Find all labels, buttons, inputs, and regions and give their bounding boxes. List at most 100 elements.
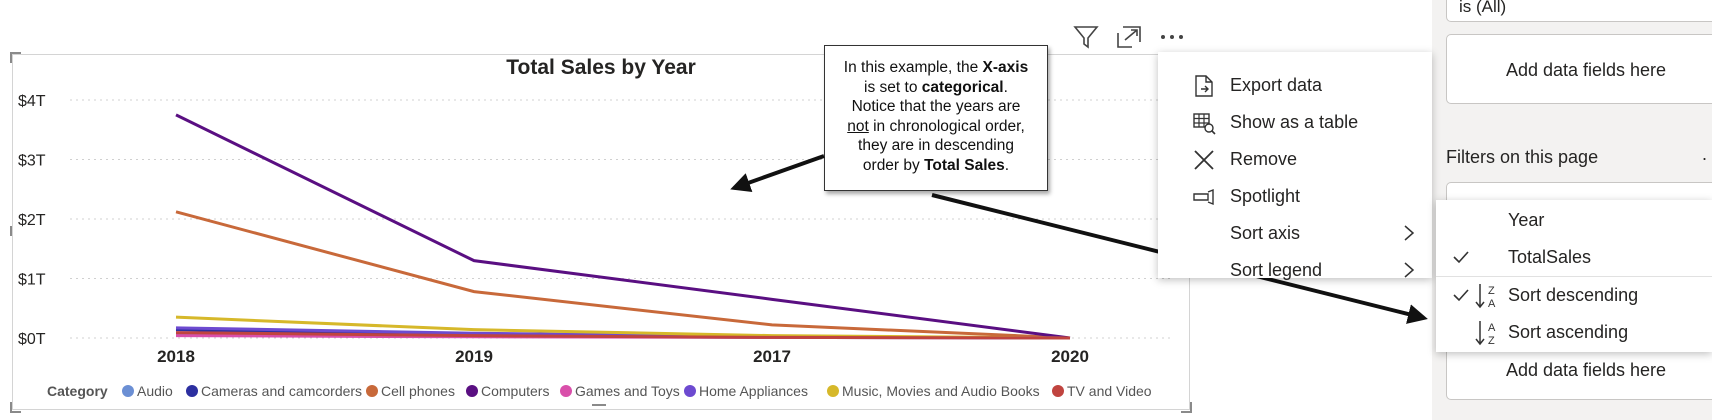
context-menu: Export data Show as a table Remove Spotl… bbox=[1158, 52, 1432, 280]
sort-axis-submenu: Year TotalSales Z A Sort descending A Z … bbox=[1436, 200, 1712, 352]
sort-option-label: Sort ascending bbox=[1508, 322, 1629, 342]
more-options-icon[interactable] bbox=[1158, 24, 1186, 50]
x-tick-label: 2017 bbox=[753, 347, 791, 366]
callout-text: Notice that the years are bbox=[851, 98, 1021, 115]
legend-entry[interactable]: Audio bbox=[137, 383, 173, 399]
callout-text: . bbox=[1004, 156, 1010, 174]
series-line[interactable] bbox=[175, 113, 1071, 340]
y-tick-label: $4T bbox=[18, 93, 46, 110]
legend-title: Category bbox=[47, 383, 108, 399]
table-icon bbox=[1193, 113, 1216, 135]
x-tick-label: 2019 bbox=[455, 347, 493, 366]
menu-item-label: Sort legend bbox=[1230, 260, 1323, 280]
chevron-right-icon bbox=[1404, 262, 1415, 278]
y-tick-label: $3T bbox=[18, 153, 46, 170]
menu-item-label: Sort axis bbox=[1230, 223, 1301, 243]
sort-option-year[interactable]: Year bbox=[1436, 202, 1712, 239]
callout-underlined-text: not bbox=[847, 117, 869, 135]
menu-item-label: Remove bbox=[1230, 149, 1298, 169]
legend-marker[interactable] bbox=[1052, 385, 1064, 397]
menu-separator bbox=[1436, 276, 1712, 277]
menu-item-export-data[interactable]: Export data bbox=[1158, 67, 1432, 104]
x-tick-label: 2020 bbox=[1051, 347, 1089, 366]
sort-option-descending[interactable]: Z A Sort descending bbox=[1436, 277, 1712, 314]
legend: Category Audio Cameras and camcorders Cell … bbox=[47, 383, 1152, 399]
menu-item-show-as-table[interactable]: Show as a table bbox=[1158, 104, 1432, 141]
callout-text: order by bbox=[862, 156, 925, 174]
x-tick-label: 2018 bbox=[157, 347, 195, 366]
callout-text: . bbox=[1003, 78, 1008, 96]
series-lines bbox=[175, 113, 1071, 340]
legend-marker[interactable] bbox=[186, 385, 198, 397]
menu-item-label: Show as a table bbox=[1230, 112, 1359, 132]
menu-item-spotlight[interactable]: Spotlight bbox=[1158, 178, 1432, 215]
resize-handle-top-left[interactable] bbox=[10, 52, 21, 63]
arrow-to-chart bbox=[730, 154, 825, 193]
spotlight-icon bbox=[1193, 188, 1214, 206]
sort-option-label: Sort descending bbox=[1508, 285, 1639, 305]
callout-text: In this example, the bbox=[843, 59, 983, 76]
callout-text: in chronological order, bbox=[868, 117, 1025, 135]
legend-entry[interactable]: Games and Toys bbox=[575, 383, 680, 399]
legend-marker[interactable] bbox=[122, 385, 134, 397]
resize-handle-bottom-left[interactable] bbox=[10, 402, 21, 413]
legend-entry[interactable]: Music, Movies and Audio Books bbox=[842, 383, 1040, 399]
menu-item-remove[interactable]: Remove bbox=[1158, 141, 1432, 178]
checkmark-icon bbox=[1453, 289, 1469, 302]
legend-marker[interactable] bbox=[560, 385, 572, 397]
sort-ascending-icon: A Z bbox=[1475, 321, 1496, 347]
y-tick-label: $1T bbox=[18, 272, 46, 289]
export-icon bbox=[1195, 75, 1213, 97]
add-fields-label: Add data fields here bbox=[1505, 60, 1667, 80]
legend-entry[interactable]: TV and Video bbox=[1067, 383, 1152, 399]
legend-marker[interactable] bbox=[827, 385, 839, 397]
add-fields-drop-zone[interactable]: Add data fields here bbox=[1446, 34, 1712, 104]
filters-on-page-title: Filters on this page bbox=[1446, 147, 1599, 167]
sort-option-totalsales[interactable]: TotalSales bbox=[1436, 239, 1712, 276]
add-fields-label: Add data fields here bbox=[1505, 360, 1667, 380]
callout-bold-text: X-axis bbox=[982, 59, 1029, 76]
callout-bold-text: Total Sales bbox=[924, 156, 1005, 174]
y-tick-label: $2T bbox=[18, 212, 46, 229]
callout-text: they are in descending bbox=[858, 137, 1014, 154]
close-icon bbox=[1194, 150, 1214, 170]
menu-item-label: Spotlight bbox=[1230, 186, 1301, 206]
legend-entry[interactable]: Cell phones bbox=[381, 383, 455, 399]
chart-title: Total Sales by Year bbox=[506, 56, 696, 79]
sort-option-ascending[interactable]: A Z Sort ascending bbox=[1436, 314, 1712, 351]
callout-bold-text: categorical bbox=[921, 78, 1004, 96]
resize-handle-bottom[interactable] bbox=[592, 404, 606, 406]
legend-entry[interactable]: Computers bbox=[481, 383, 549, 399]
x-axis-ticks: 2018 2019 2017 2020 bbox=[157, 347, 1089, 366]
legend-entry[interactable]: Home Appliances bbox=[699, 383, 808, 399]
annotation-callout: In this example, the X-axis is set to ca… bbox=[824, 45, 1048, 191]
filter-icon[interactable] bbox=[1072, 24, 1100, 50]
resize-handle-left[interactable] bbox=[10, 226, 12, 236]
y-tick-label: $0T bbox=[18, 331, 46, 348]
sort-glyph-bottom: A bbox=[1488, 298, 1496, 310]
legend-marker[interactable] bbox=[684, 385, 696, 397]
series-line[interactable] bbox=[175, 210, 1071, 340]
filter-value: is (All) bbox=[1459, 0, 1507, 16]
checkmark-icon bbox=[1453, 251, 1469, 264]
more-options-dot[interactable]: . bbox=[1702, 144, 1708, 164]
sort-glyph-bottom: Z bbox=[1488, 335, 1495, 347]
menu-item-sort-legend[interactable]: Sort legend bbox=[1158, 252, 1432, 289]
sort-glyph-top: A bbox=[1488, 322, 1496, 334]
callout-text: is set to bbox=[864, 78, 922, 96]
sort-option-label: TotalSales bbox=[1508, 247, 1592, 267]
sort-option-label: Year bbox=[1508, 210, 1545, 230]
resize-handle-bottom-right[interactable] bbox=[1181, 402, 1192, 413]
focus-mode-icon[interactable] bbox=[1115, 24, 1143, 50]
menu-item-label: Export data bbox=[1230, 75, 1323, 95]
filter-card[interactable]: is (All) bbox=[1446, 0, 1712, 22]
menu-item-sort-axis[interactable]: Sort axis bbox=[1158, 215, 1432, 252]
legend-entry[interactable]: Cameras and camcorders bbox=[201, 383, 362, 399]
legend-marker[interactable] bbox=[366, 385, 378, 397]
y-axis-ticks: $0T $1T $2T $3T $4T bbox=[18, 93, 46, 348]
chevron-right-icon bbox=[1404, 225, 1415, 241]
legend-marker[interactable] bbox=[466, 385, 478, 397]
sort-glyph-top: Z bbox=[1488, 285, 1495, 297]
series-line[interactable] bbox=[175, 331, 1071, 340]
